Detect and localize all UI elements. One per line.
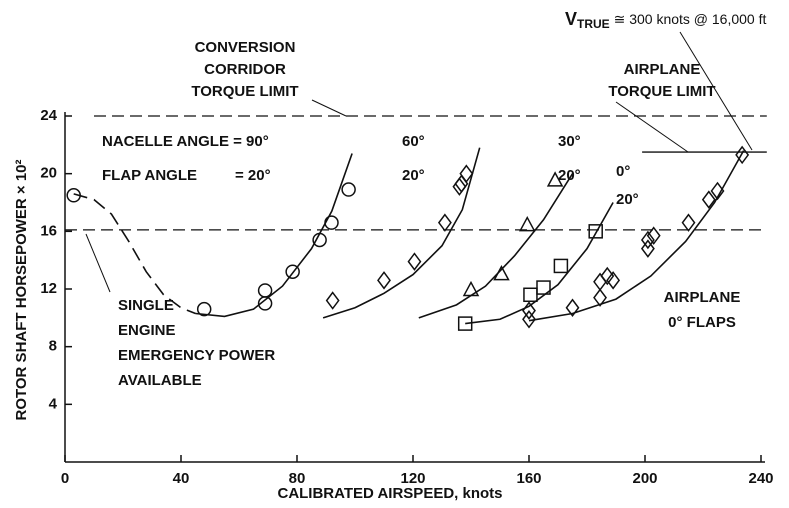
marker <box>452 177 467 196</box>
leader-line <box>85 233 111 293</box>
annotation: 0° <box>616 163 630 180</box>
marker <box>536 280 551 295</box>
annotation: = 20° <box>235 167 271 184</box>
annotation: TORQUE LIMIT <box>191 83 298 100</box>
annotation: TORQUE LIMIT <box>608 83 715 100</box>
marker <box>735 145 750 165</box>
x-tick-label: 40 <box>173 470 190 487</box>
annotation-part: ≅ 300 knots @ 16,000 ft <box>610 11 767 27</box>
annotation: VTRUE ≅ 300 knots @ 16,000 ft <box>565 9 766 31</box>
marker <box>312 232 327 248</box>
annotation: 20° <box>558 167 581 184</box>
y-tick-label: 20 <box>40 165 57 182</box>
marker <box>546 171 564 187</box>
marker <box>701 190 716 209</box>
curve <box>418 173 574 319</box>
marker <box>519 215 536 232</box>
annotation: FLAP ANGLE <box>102 167 197 184</box>
annotation: 20° <box>402 167 425 184</box>
annotation-part: V <box>565 9 577 29</box>
leader-line <box>615 101 689 153</box>
y-axis-label: ROTOR SHAFT HORSEPOWER × 10² <box>13 159 30 420</box>
marker <box>646 226 661 245</box>
leader-line <box>679 31 753 151</box>
x-tick-label: 120 <box>400 470 425 487</box>
annotation: ENGINE <box>118 322 176 339</box>
annotation: 0° FLAPS <box>668 314 736 331</box>
leader-line <box>311 99 347 117</box>
annotation: NACELLE ANGLE = 90° <box>102 133 269 150</box>
curve <box>195 153 353 318</box>
curve <box>528 150 745 322</box>
marker <box>606 271 621 290</box>
marker <box>710 181 725 201</box>
x-axis-label: CALIBRATED AIRSPEED, knots <box>277 485 502 502</box>
marker <box>681 213 696 232</box>
marker <box>588 224 603 239</box>
annotation: 20° <box>616 191 639 208</box>
marker <box>640 239 655 258</box>
annotation: AIRPLANE <box>624 61 701 78</box>
marker <box>459 164 474 183</box>
y-tick-label: 4 <box>49 395 58 412</box>
marker <box>196 301 212 317</box>
annotation: SINGLE <box>118 297 174 314</box>
annotation: 30° <box>558 133 581 150</box>
marker <box>341 182 356 197</box>
marker <box>257 296 273 311</box>
annotation: AVAILABLE <box>118 372 202 389</box>
x-tick-label: 0 <box>61 470 69 487</box>
y-tick-label: 24 <box>40 107 57 124</box>
marker <box>285 264 300 279</box>
annotation-part: TRUE <box>577 17 610 31</box>
annotation: CONVERSION <box>195 39 296 56</box>
marker <box>553 258 569 274</box>
annotation: EMERGENCY POWER <box>118 347 275 364</box>
marker <box>377 271 391 290</box>
x-tick-label: 160 <box>516 470 541 487</box>
x-tick-label: 80 <box>289 470 306 487</box>
marker <box>257 283 273 298</box>
marker <box>462 280 480 297</box>
marker <box>565 298 580 317</box>
marker <box>522 310 536 329</box>
y-tick-label: 8 <box>49 338 57 355</box>
marker <box>640 230 655 250</box>
marker <box>437 213 452 232</box>
y-tick-label: 12 <box>40 280 57 297</box>
marker <box>454 174 469 194</box>
marker <box>593 288 607 307</box>
annotation: AIRPLANE <box>664 289 741 306</box>
x-tick-label: 240 <box>748 470 773 487</box>
x-tick-label: 200 <box>632 470 657 487</box>
marker <box>593 272 607 292</box>
annotation: CORRIDOR <box>204 61 286 78</box>
marker <box>407 252 422 271</box>
marker <box>457 316 473 331</box>
y-tick-label: 16 <box>40 222 57 239</box>
marker <box>600 266 615 286</box>
marker <box>523 287 538 303</box>
curve <box>322 147 481 319</box>
curve <box>465 202 614 325</box>
curve <box>73 193 196 315</box>
marker <box>324 215 339 230</box>
annotation: 60° <box>402 133 425 150</box>
marker <box>325 291 340 310</box>
